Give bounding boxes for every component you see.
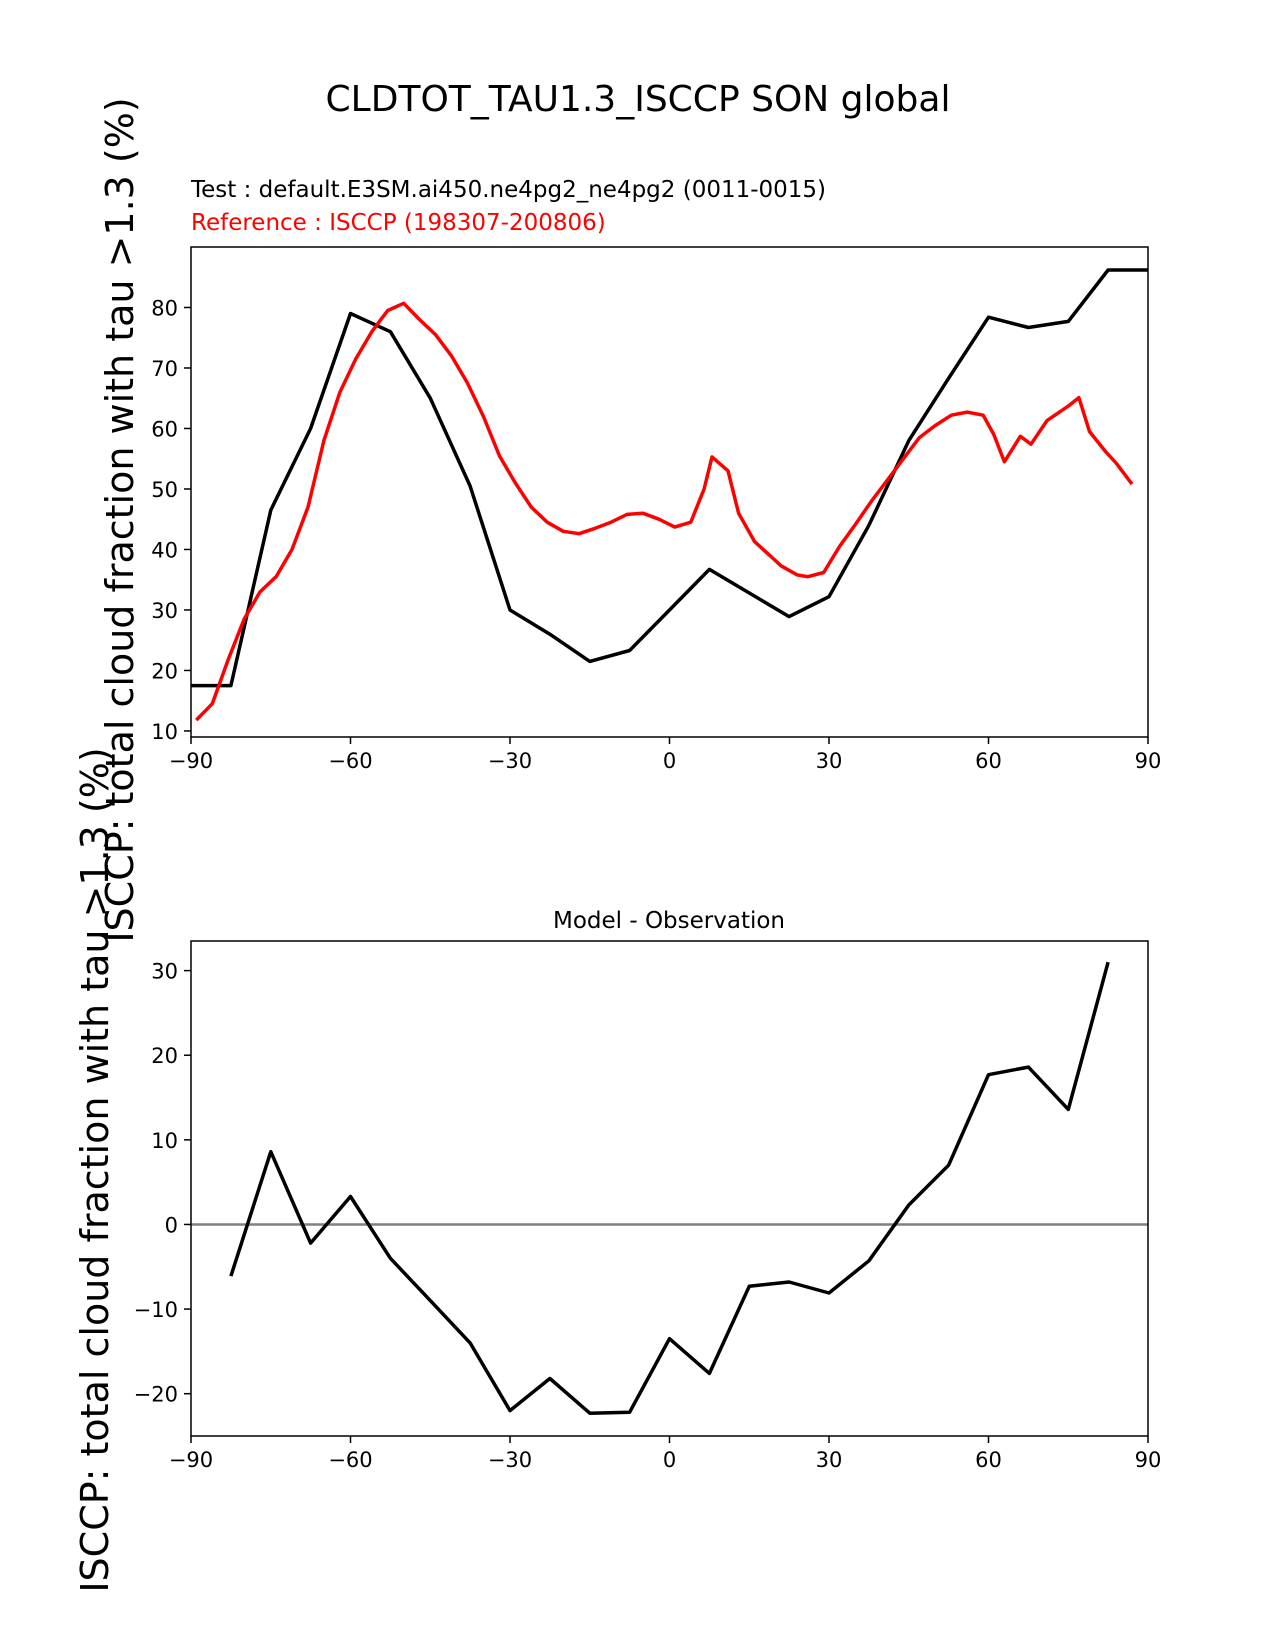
x-tick-label: 90 [1135, 1448, 1162, 1472]
x-tick-label: −90 [169, 1448, 213, 1472]
x-tick-label: −30 [488, 749, 532, 773]
plot-frame [190, 940, 1149, 1437]
y-tick-label: 20 [151, 1044, 178, 1068]
x-tick-label: 90 [1135, 749, 1162, 773]
x-tick-label: 0 [663, 749, 676, 773]
y-axis: −20 −10 0 10 20 30 [134, 960, 191, 1407]
x-axis: −90 −60 −30 0 30 60 90 [169, 1436, 1162, 1472]
y-axis: 10 20 30 40 50 60 70 80 [151, 296, 191, 744]
x-tick-label: −60 [328, 749, 372, 773]
y-tick-label: 40 [151, 538, 178, 562]
y-tick-label: 10 [151, 720, 178, 744]
x-tick-label: −30 [488, 1448, 532, 1472]
difference-chart-panel: Model - Observation −90 −60 −30 0 30 60 90 −20… [134, 908, 1162, 1472]
y-tick-label: −10 [134, 1298, 178, 1322]
y-tick-label: −20 [134, 1383, 178, 1407]
y-tick-label: 70 [151, 357, 178, 381]
y-tick-label: 80 [151, 296, 178, 320]
x-axis: −90 −60 −30 0 30 60 90 [169, 737, 1162, 773]
x-tick-label: −90 [169, 749, 213, 773]
y-tick-label: 20 [151, 659, 178, 683]
y-tick-label: 60 [151, 417, 178, 441]
x-tick-label: −60 [328, 1448, 372, 1472]
y-axis-label-top: ISCCP: total cloud fraction with tau >1.… [98, 97, 142, 942]
y-axis-label-bottom: ISCCP: total cloud fraction with tau >1.… [73, 747, 117, 1592]
difference-panel-title: Model - Observation [553, 908, 785, 934]
x-tick-label: 60 [975, 1448, 1002, 1472]
figure-title: CLDTOT_TAU1.3_ISCCP SON global [326, 79, 951, 120]
x-tick-label: 30 [816, 1448, 843, 1472]
x-tick-label: 0 [663, 1448, 676, 1472]
y-tick-label: 0 [165, 1213, 178, 1237]
y-tick-label: 50 [151, 478, 178, 502]
reference-label: Reference : ISCCP (198307-200806) [191, 210, 606, 236]
line-chart-panel: Test : default.E3SM.ai450.ne4pg2_ne4pg2 … [151, 177, 1161, 773]
y-tick-label: 30 [151, 960, 178, 984]
test-label: Test : default.E3SM.ai450.ne4pg2_ne4pg2 … [190, 177, 826, 203]
x-tick-label: 60 [975, 749, 1002, 773]
y-tick-label: 10 [151, 1129, 178, 1153]
series-line-1 [195, 301, 1134, 722]
series-line-0 [191, 268, 1148, 688]
series-line-0 [229, 961, 1110, 1415]
y-tick-label: 30 [151, 599, 178, 623]
x-tick-label: 30 [816, 749, 843, 773]
